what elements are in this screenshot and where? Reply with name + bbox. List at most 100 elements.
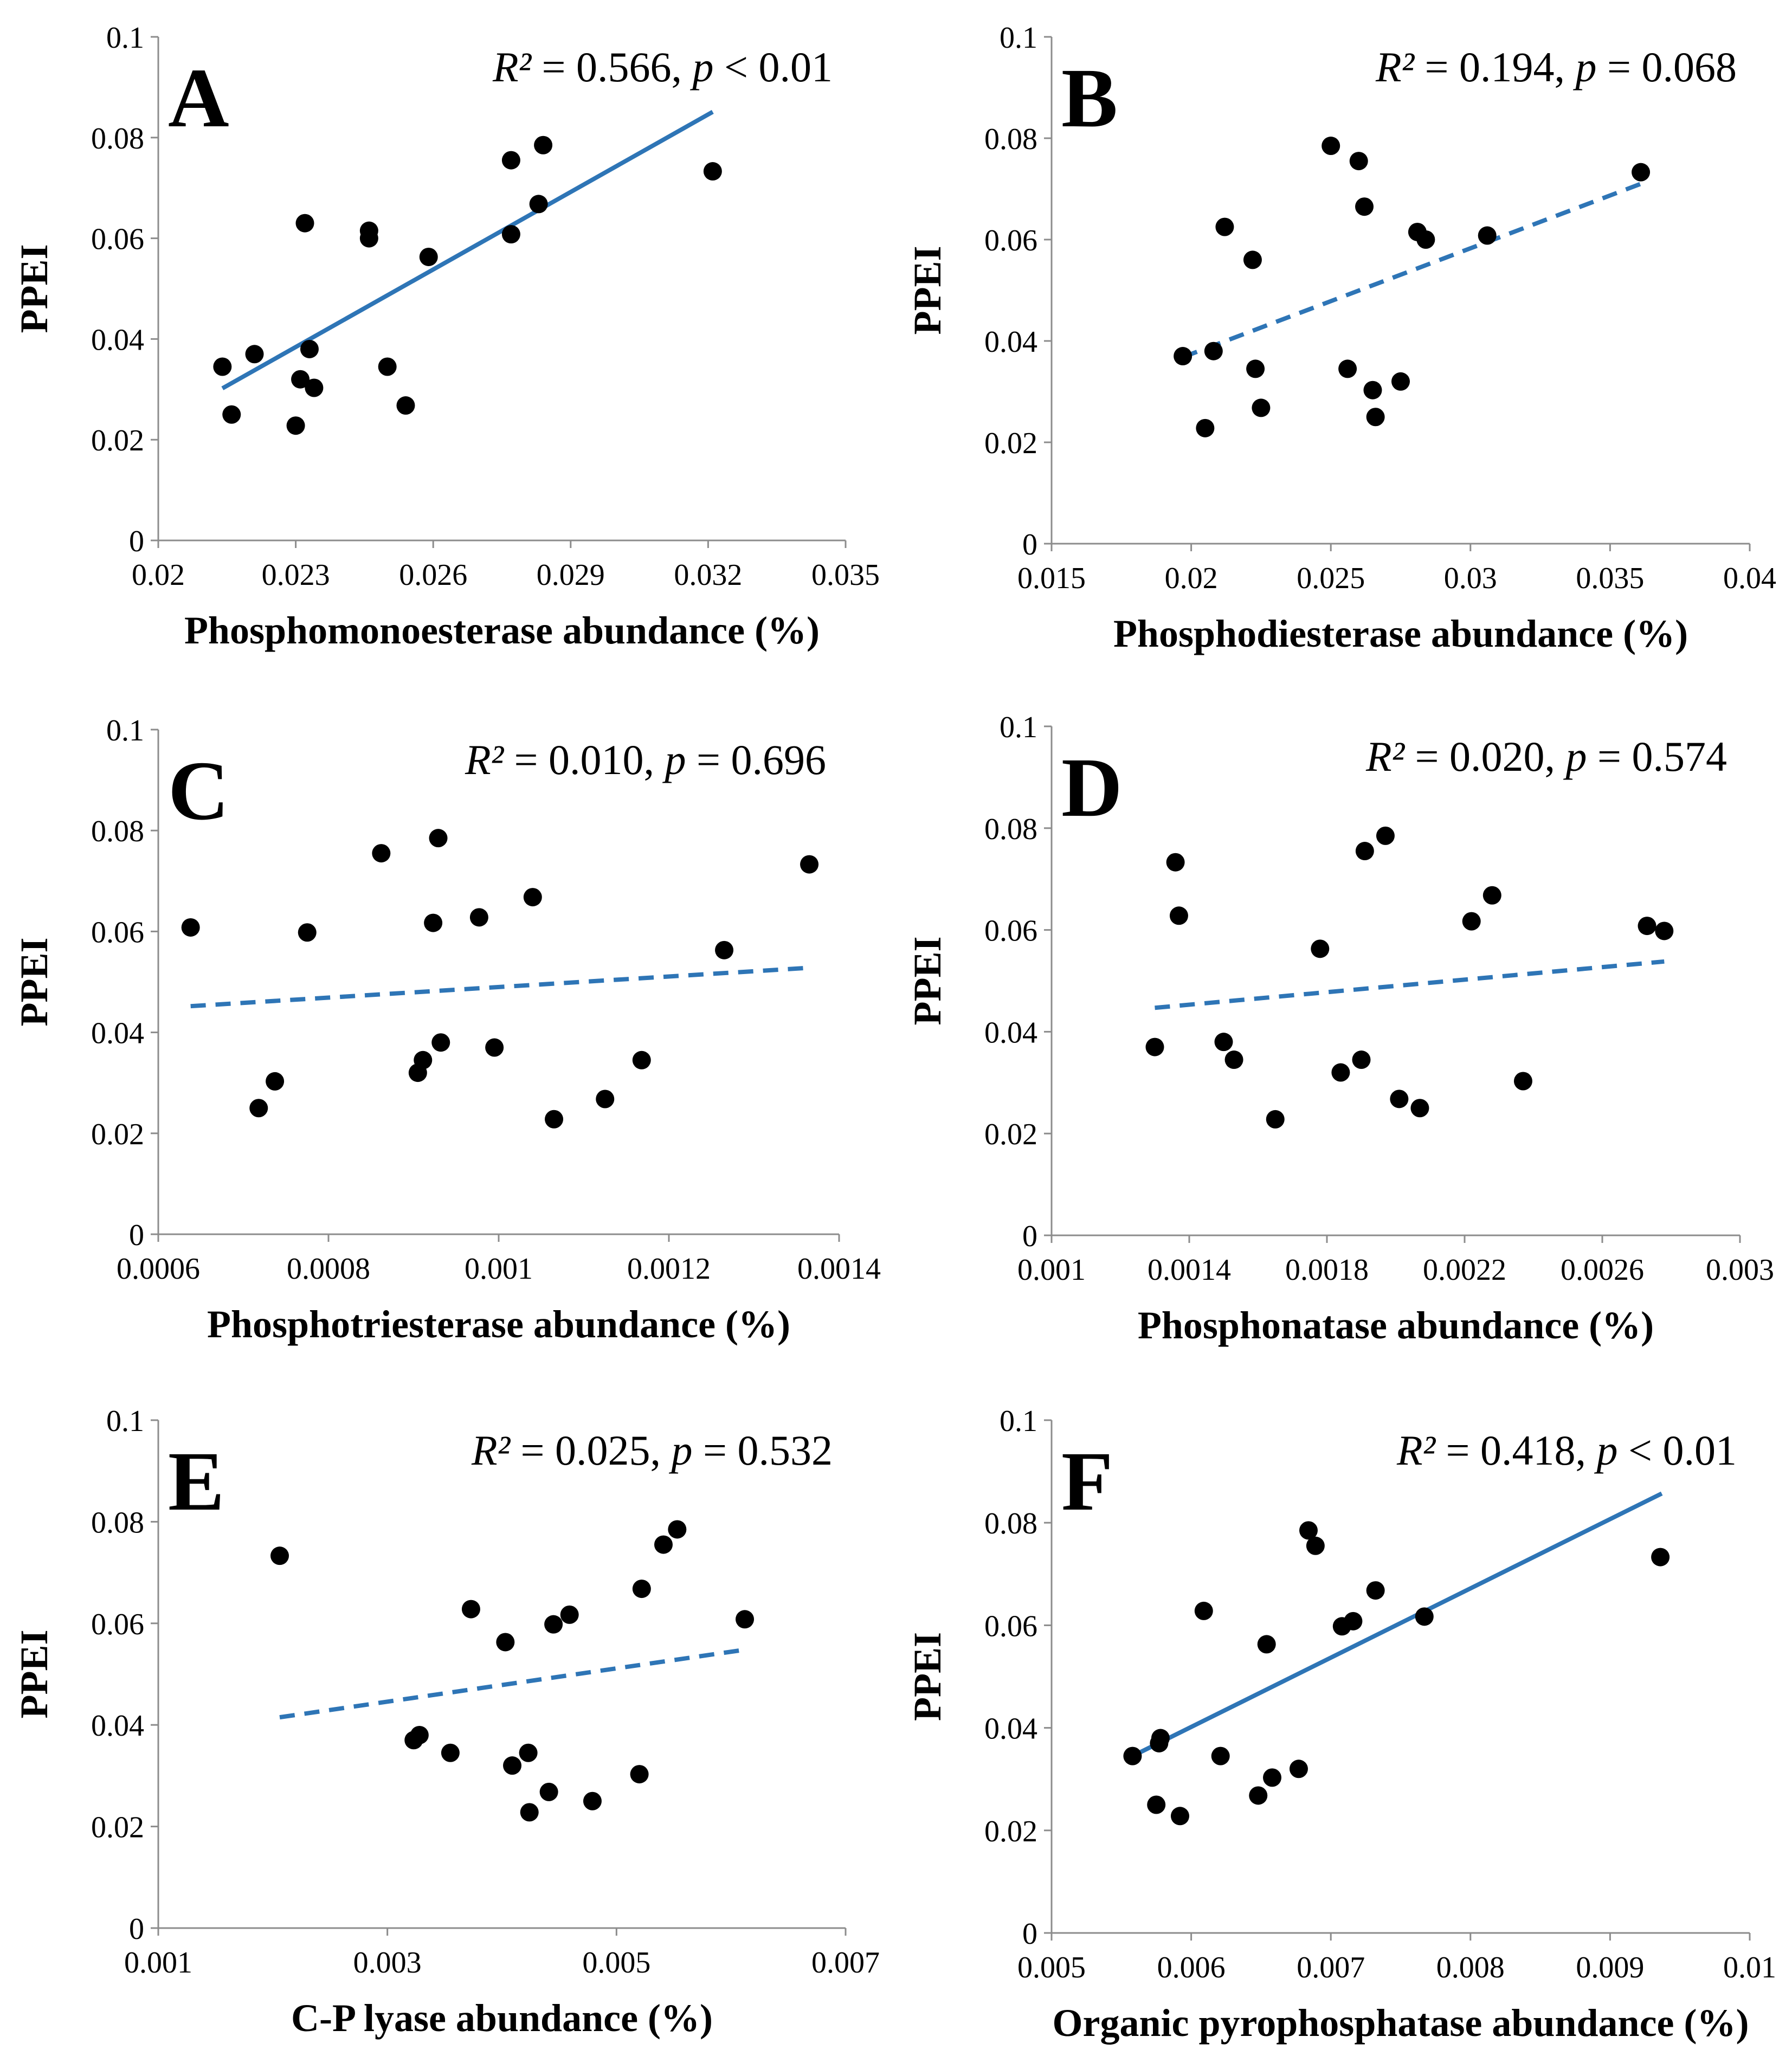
- x-tick-label: 0.001: [1017, 1253, 1086, 1287]
- data-point: [501, 225, 520, 244]
- data-point: [1478, 226, 1497, 245]
- data-point: [583, 1791, 602, 1810]
- y-tick-label: 0.02: [91, 424, 144, 457]
- data-point: [1352, 1050, 1371, 1069]
- trend-line: [1131, 1491, 1663, 1758]
- y-tick-label: 0.04: [984, 325, 1037, 359]
- data-point: [560, 1605, 579, 1624]
- data-point: [545, 1110, 564, 1129]
- data-point: [1416, 230, 1435, 249]
- data-point: [359, 221, 378, 240]
- x-tick-label: 0.03: [1444, 562, 1497, 595]
- panel-letter: A: [168, 51, 229, 145]
- stat-annotation: R² = 0.020, p = 0.574: [1365, 733, 1727, 780]
- data-point: [485, 1038, 504, 1057]
- data-point: [410, 1725, 429, 1744]
- data-point: [501, 151, 520, 170]
- data-point: [1299, 1521, 1318, 1540]
- stat-annotation: R² = 0.025, p = 0.532: [471, 1427, 833, 1474]
- data-point: [1215, 217, 1234, 236]
- y-tick-label: 0.08: [984, 123, 1037, 156]
- trend-line: [1155, 959, 1665, 1010]
- data-point: [414, 1050, 433, 1069]
- data-point: [286, 416, 305, 435]
- y-tick-label: 0.06: [984, 914, 1037, 948]
- panel-letter: D: [1061, 740, 1123, 834]
- x-tick-label: 0.0014: [797, 1252, 881, 1286]
- data-point: [1513, 1072, 1532, 1091]
- data-point: [503, 1756, 522, 1775]
- data-point: [1151, 1729, 1170, 1748]
- panel-e: 0 0.02 0.04 0.06 0.08 0.1 0.001 0.003 0.005 0.007…: [12, 1404, 880, 2040]
- data-point: [1196, 418, 1215, 437]
- data-point: [1391, 372, 1410, 391]
- x-axis-label: Phosphomonoesterase abundance (%): [184, 609, 820, 652]
- y-tick-label: 0.08: [91, 122, 144, 156]
- data-point: [1355, 197, 1374, 216]
- data-point: [1482, 886, 1501, 905]
- x-tick-label: 0.015: [1017, 562, 1086, 595]
- data-point: [291, 370, 310, 389]
- x-tick-label: 0.005: [582, 1946, 650, 1980]
- data-point: [1363, 381, 1382, 399]
- data-point: [305, 378, 324, 397]
- x-tick-label: 0.001: [465, 1252, 533, 1286]
- data-point: [1338, 359, 1357, 378]
- data-point: [1211, 1746, 1230, 1765]
- y-tick-label: 0.08: [984, 1507, 1037, 1541]
- x-tick-label: 0.003: [353, 1946, 422, 1980]
- y-tick-label: 0.1: [106, 21, 144, 55]
- data-point: [1252, 398, 1271, 417]
- x-tick-label: 0.029: [537, 558, 605, 592]
- data-point: [1289, 1759, 1308, 1778]
- data-point: [1632, 163, 1651, 182]
- data-point: [1311, 939, 1330, 958]
- data-point: [1415, 1607, 1434, 1626]
- panel-letter: C: [168, 744, 229, 837]
- y-tick-label: 0: [129, 1912, 144, 1946]
- trend-line: [190, 965, 810, 1009]
- stat-annotation: R² = 0.010, p = 0.696: [465, 736, 826, 783]
- panel-letter: F: [1061, 1434, 1113, 1528]
- y-tick-label: 0.04: [91, 323, 144, 357]
- data-point: [1145, 1037, 1164, 1056]
- data-point: [736, 1610, 755, 1629]
- data-point: [441, 1743, 460, 1762]
- y-tick-label: 0.04: [984, 1016, 1037, 1049]
- data-point: [1376, 826, 1395, 845]
- data-point: [222, 405, 241, 424]
- data-point: [703, 162, 722, 181]
- data-point: [1322, 137, 1340, 156]
- data-point: [1638, 917, 1656, 936]
- x-tick-label: 0.01: [1723, 1951, 1776, 1984]
- y-tick-label: 0.1: [1000, 711, 1037, 744]
- y-tick-label: 0.02: [91, 1811, 144, 1845]
- data-point: [1147, 1795, 1166, 1814]
- x-tick-label: 0.003: [1706, 1253, 1774, 1287]
- data-point: [1306, 1536, 1325, 1555]
- data-point: [800, 855, 819, 874]
- y-axis-label: PPEI: [906, 936, 949, 1025]
- y-tick-label: 0: [129, 1219, 144, 1252]
- y-axis-label: PPEI: [12, 1629, 56, 1718]
- x-tick-label: 0.026: [399, 558, 467, 592]
- x-tick-label: 0.008: [1436, 1951, 1505, 1984]
- data-point: [378, 357, 397, 376]
- data-point: [469, 908, 488, 927]
- data-point: [519, 1743, 538, 1762]
- x-tick-label: 0.02: [1165, 562, 1218, 595]
- data-point: [431, 1033, 450, 1052]
- data-point: [270, 1546, 289, 1565]
- data-point: [630, 1765, 649, 1784]
- data-point: [1366, 1581, 1385, 1600]
- data-point: [419, 247, 438, 266]
- panel-letter: B: [1061, 51, 1118, 145]
- data-point: [1355, 842, 1374, 861]
- x-tick-label: 0.007: [811, 1946, 880, 1980]
- data-point: [396, 396, 415, 415]
- data-point: [429, 829, 448, 848]
- x-tick-label: 0.001: [124, 1946, 192, 1980]
- data-point: [266, 1072, 285, 1091]
- x-tick-label: 0.035: [811, 558, 880, 592]
